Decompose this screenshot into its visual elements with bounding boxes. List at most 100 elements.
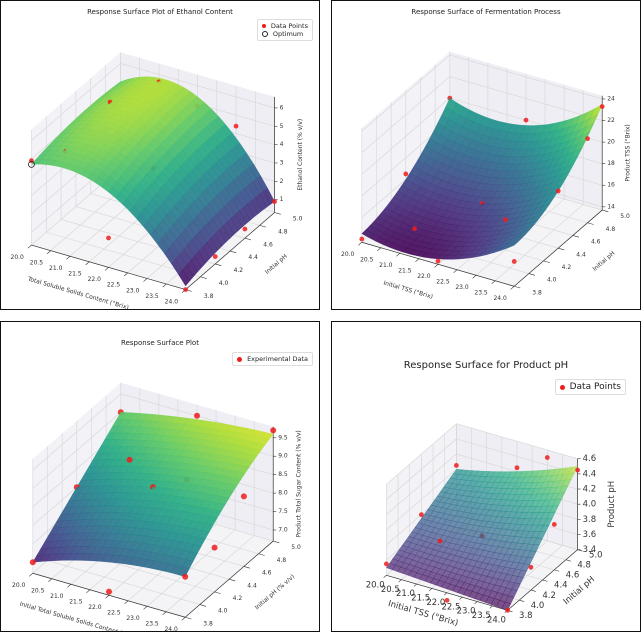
x-tick-label: 21.5 — [398, 267, 412, 274]
y-tick — [229, 250, 237, 254]
x-tick — [472, 275, 477, 279]
x-tick-label: 20.5 — [30, 259, 44, 266]
x-tick-label: 20.0 — [366, 580, 385, 590]
data-point — [599, 104, 605, 109]
z-axis-label: Product pH — [607, 481, 617, 528]
gridline-z — [361, 97, 450, 175]
data-point — [523, 117, 529, 123]
gridline-z — [449, 54, 603, 100]
y-tick-label: 3.8 — [204, 293, 214, 300]
gridline-z — [361, 54, 450, 132]
y-tick-label: 4.2 — [542, 591, 556, 601]
y-tick — [200, 276, 207, 279]
z-tick-label: 1 — [280, 196, 284, 203]
gridline-z — [386, 468, 457, 531]
data-point — [359, 236, 365, 242]
x-tick-label: 20.0 — [341, 251, 355, 258]
x-tick-label: 24.0 — [164, 626, 178, 631]
surface-plot-canvas: 20.020.521.021.522.022.523.023.524.03.84… — [341, 51, 632, 302]
z-tick-label: 4.2 — [583, 485, 597, 495]
chart-title: Response Surface Plot of Ethanol Content — [87, 8, 233, 16]
y-axis-label: Initial pH — [591, 250, 616, 273]
data-point — [585, 136, 590, 142]
y-tick — [273, 540, 280, 544]
x-tick — [358, 242, 362, 246]
y-tick — [185, 616, 192, 620]
y-tick-label: 4.6 — [591, 239, 601, 246]
data-point — [551, 521, 557, 527]
x-tick — [428, 588, 433, 592]
data-point — [106, 588, 112, 595]
y-tick-label: 4.4 — [248, 254, 258, 261]
y-tick — [554, 569, 560, 572]
z-tick-label: 7.5 — [278, 508, 288, 515]
x-tick — [510, 286, 515, 290]
x-tick-label: 21.0 — [50, 593, 64, 600]
z-axis-label: Product Total Sugar Content (% v/v) — [296, 430, 303, 537]
data-point — [242, 226, 248, 232]
chart-panel-ethanol: 20.0 20.5 21.0 21.5 22.0 22.5 23.0 23.5 24.0 3.8 4… — [0, 0, 320, 310]
x-tick-label: 24.0 — [493, 295, 507, 302]
z-tick-label: 3.8 — [583, 515, 597, 525]
y-tick — [274, 212, 281, 215]
x-tick-label: 21.5 — [69, 598, 83, 605]
z-tick-label: 4.4 — [583, 469, 597, 479]
x-tick — [48, 578, 53, 583]
x-tick-label: 20.5 — [31, 587, 45, 594]
x-tick-label: 22.0 — [417, 273, 431, 280]
gridline-z — [31, 63, 121, 141]
legend-entry: Data Points — [559, 382, 621, 392]
y-tick-label: 4.8 — [278, 229, 288, 236]
gridline-z — [456, 423, 578, 460]
x-tick — [27, 244, 32, 249]
y-tick — [243, 566, 251, 569]
optimum-marker — [28, 160, 35, 168]
x-tick — [398, 579, 402, 583]
x-tick-label: 22.0 — [88, 276, 102, 283]
data-point-marker-icon — [261, 24, 266, 28]
x-tick — [474, 601, 478, 605]
y-tick-label: 3.8 — [203, 620, 213, 627]
y-axis-label: Initial pH (% v/v) — [254, 573, 296, 611]
y-tick-label: 4.2 — [234, 267, 244, 274]
gridline-z — [456, 438, 578, 475]
y-tick-label: 4.8 — [277, 557, 287, 564]
x-tick-label: 22.5 — [107, 609, 121, 616]
z-axis-label: Product TSS (°Brix) — [625, 124, 632, 181]
legend: Experimental Data — [232, 352, 313, 366]
y-tick — [542, 579, 548, 582]
data-point — [183, 287, 188, 292]
z-tick-label: 7.0 — [278, 526, 288, 533]
x-tick — [66, 255, 71, 260]
x-tick — [143, 278, 148, 282]
x-tick-label: 23.5 — [474, 289, 488, 296]
gridline-z — [32, 412, 121, 489]
z-tick-label: 3.6 — [583, 530, 597, 540]
y-tick-label: 4.6 — [263, 241, 273, 248]
x-tick-label: 22.5 — [436, 278, 450, 285]
y-tick — [258, 553, 265, 556]
y-tick-label: 4.8 — [577, 561, 591, 571]
x-tick — [105, 595, 110, 599]
data-point — [555, 188, 561, 194]
data-point — [126, 456, 133, 463]
y-tick — [514, 285, 521, 289]
y-tick-label: 4.6 — [566, 571, 580, 581]
x-tick — [86, 589, 91, 594]
data-point — [514, 465, 520, 471]
legend-label: Experimental Data — [247, 355, 308, 363]
y-tick — [602, 209, 609, 213]
x-tick — [489, 605, 493, 609]
surface-plot-canvas: 20.020.521.021.522.022.523.023.524.03.84… — [12, 382, 303, 631]
y-tick — [519, 599, 525, 602]
x-tick — [67, 584, 72, 588]
optimum-marker-icon — [261, 31, 268, 37]
x-tick — [415, 258, 420, 263]
x-tick — [459, 596, 463, 600]
x-tick — [162, 283, 167, 288]
x-tick-label: 21.0 — [396, 589, 415, 599]
y-tick-label: 5.0 — [291, 544, 301, 551]
data-point — [29, 559, 36, 566]
y-tick — [558, 247, 565, 251]
